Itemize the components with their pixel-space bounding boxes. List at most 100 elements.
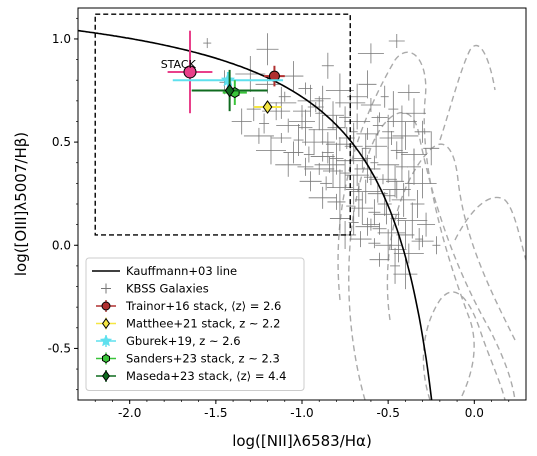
kbss-point [246, 97, 261, 122]
kbss-point [397, 84, 420, 101]
selection-box [94, 13, 351, 236]
legend-label: Gburek+19, z ~ 2.6 [126, 334, 241, 348]
annotations: STACK [161, 58, 197, 71]
kbss-point [368, 174, 397, 185]
kbss-point [203, 38, 212, 49]
kbss-point [256, 33, 279, 66]
legend-label: Trainor+16 stack, ⟨z⟩ = 2.6 [125, 299, 281, 313]
kbss-point [231, 108, 252, 135]
kbss-point [271, 132, 292, 143]
kbss-point [411, 235, 434, 248]
kbss-point [410, 190, 425, 218]
kbss-point [278, 91, 291, 102]
density-contour [348, 111, 516, 400]
kbss-point [357, 43, 384, 64]
kbss-point [276, 118, 301, 133]
kbss-point [345, 164, 370, 187]
y-axis-label: log([OIII]λ5007/Hβ) [12, 132, 30, 276]
kbss-point [354, 154, 381, 183]
kbss-point [327, 193, 346, 210]
kbss-point [388, 34, 405, 49]
kbss-point [393, 243, 424, 264]
kbss-point [395, 135, 408, 170]
kbss-point [298, 109, 313, 146]
x-axis-label: log([NII]λ6583/Hα) [232, 432, 372, 450]
kbss-point [297, 84, 324, 117]
kbss-point [379, 130, 404, 145]
x-tick-label: 0.0 [465, 406, 484, 420]
density-contour [439, 44, 496, 141]
kbss-point [407, 148, 421, 185]
legend: Kauffmann+03 line KBSS Galaxies Trainor+16… [85, 257, 305, 391]
kbss-galaxies [203, 33, 441, 290]
x-tick-label: -2.0 [118, 406, 141, 420]
density-contour [386, 143, 516, 341]
kbss-point [339, 106, 352, 129]
kbss-point [382, 114, 395, 149]
kbss-point [415, 228, 424, 251]
legend-item: Sanders+23 stack, z ~ 2.3 [96, 352, 280, 366]
kbss-point [310, 151, 335, 162]
density-contour [337, 51, 475, 400]
kbss-point [390, 141, 403, 160]
x-tick-label: -1.5 [204, 406, 227, 420]
kbss-point [326, 169, 353, 206]
kbss-point [308, 186, 337, 209]
kbss-point [369, 252, 390, 267]
kbss-point [283, 61, 304, 92]
kbss-point [297, 157, 314, 176]
kbss-point [397, 202, 428, 239]
kbss-point [349, 231, 372, 248]
kbss-point [360, 97, 381, 112]
kbss-point [375, 229, 402, 262]
kbss-point [325, 137, 354, 152]
kbss-point [327, 115, 346, 140]
stack-points [167, 30, 285, 114]
y-tick-label: 0.5 [52, 135, 71, 149]
density-contour [454, 196, 526, 261]
kbss-point [351, 192, 374, 225]
kauffmann-curve [78, 29, 433, 400]
kbss-point [408, 168, 437, 199]
stack-point [253, 100, 282, 114]
legend-item: Maseda+23 stack, ⟨z⟩ = 4.4 [96, 369, 286, 383]
kbss-point [344, 113, 371, 130]
kbss-point [384, 189, 395, 202]
legend-label: Sanders+23 stack, z ~ 2.3 [126, 352, 280, 366]
stack-point [191, 69, 268, 112]
kbss-point [371, 112, 388, 123]
kbss-point [432, 236, 441, 255]
kbss-point [372, 115, 383, 136]
stack-point [264, 65, 285, 87]
annotation-label: STACK [161, 58, 197, 71]
density-contours [337, 44, 526, 400]
kbss-point [338, 126, 355, 149]
kbss-point [283, 141, 304, 164]
kbss-point [355, 217, 380, 236]
kbss-point [243, 127, 274, 144]
kbss-point [373, 204, 400, 225]
kbss-point [417, 212, 436, 237]
kbss-point [380, 85, 389, 108]
stack-point [167, 30, 213, 114]
kbss-point [377, 146, 400, 183]
kbss-point [255, 136, 286, 165]
kbss-point [390, 247, 401, 284]
kbss-point [354, 182, 363, 217]
kbss-point [293, 124, 304, 157]
kbss-point [348, 210, 359, 235]
kbss-point [423, 131, 440, 166]
kbss-point [402, 98, 426, 129]
legend-box [85, 257, 305, 391]
kbss-point [314, 85, 331, 112]
legend-item: Kauffmann+03 line [92, 264, 237, 278]
kbss-point [340, 159, 351, 188]
kbss-point [308, 114, 337, 145]
kbss-point [329, 142, 344, 175]
kbss-point [370, 155, 379, 170]
selection-box-rect [94, 13, 351, 236]
kbss-point [358, 70, 377, 99]
legend-label: Maseda+23 stack, ⟨z⟩ = 4.4 [126, 369, 286, 383]
kbss-point [314, 156, 345, 173]
kbss-point [414, 120, 431, 143]
